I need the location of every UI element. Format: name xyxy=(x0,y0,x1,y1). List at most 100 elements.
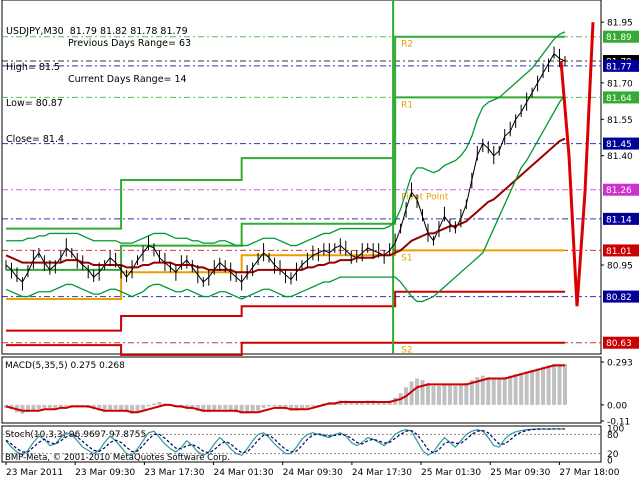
macd-bar-52 xyxy=(288,404,293,411)
macd-bar-64 xyxy=(354,401,359,405)
x-tick-label-6: 25 Mar 01:30 xyxy=(421,468,481,478)
macd-bar-22 xyxy=(124,404,129,413)
macd-bar-7 xyxy=(42,404,47,408)
range-info: Previous Days Range= 63 Current Days Ran… xyxy=(68,14,191,98)
macd-bar-28 xyxy=(157,401,162,405)
price-label-8: 80.82 xyxy=(606,293,632,303)
macd-bar-68 xyxy=(376,401,381,405)
macd-bar-94 xyxy=(519,372,524,405)
macd-bar-37 xyxy=(206,404,211,413)
pivot-level-4 xyxy=(6,341,565,356)
macd-bar-85 xyxy=(469,380,474,405)
price-label-box-8 xyxy=(603,290,639,303)
macd-bar-95 xyxy=(524,371,529,405)
macd-bar-101 xyxy=(557,363,562,405)
macd-bar-75 xyxy=(415,378,420,405)
macd-bar-38 xyxy=(212,404,217,411)
macd-bar-50 xyxy=(278,404,283,408)
symbol-quote: USDJPY,M30 81.79 81.82 81.78 81.79 xyxy=(6,26,188,37)
bollinger-upper-line xyxy=(6,31,566,247)
y-tick-label-3: 81.55 xyxy=(607,116,633,126)
macd-bar-39 xyxy=(217,404,222,410)
pivot-level-0 xyxy=(6,35,565,230)
macd-bar-97 xyxy=(535,368,540,405)
macd-bar-76 xyxy=(420,380,425,405)
macd-bar-74 xyxy=(409,381,414,405)
x-tick-label-3: 24 Mar 01:30 xyxy=(214,468,274,478)
macd-bar-8 xyxy=(47,404,52,408)
pivot-level-3 xyxy=(6,290,565,332)
price-label-box-7 xyxy=(603,244,639,257)
macd-bar-80 xyxy=(442,384,447,405)
stoch-main-line xyxy=(5,428,565,456)
macd-bar-49 xyxy=(272,404,277,407)
price-label-6: 81.14 xyxy=(606,215,632,225)
pivot-label-1: R1 xyxy=(401,100,413,110)
macd-bar-81 xyxy=(447,384,452,405)
macd-bar-63 xyxy=(349,401,354,405)
price-label-box-9 xyxy=(603,336,639,349)
macd-bar-45 xyxy=(250,404,255,413)
stoch-title: Stoch(10,3,3) 96.9697 97.8755 xyxy=(5,430,146,440)
macd-bar-44 xyxy=(245,404,250,414)
price-label-0: 81.89 xyxy=(606,33,632,43)
macd-bar-33 xyxy=(184,404,189,408)
axes: 81.8981.7981.7781.6481.4581.2681.1481.01… xyxy=(5,19,639,478)
chart-info: USDJPY,M30 81.79 81.82 81.78 81.79 High=… xyxy=(6,2,188,158)
macd-bar-88 xyxy=(486,377,491,405)
macd-bar-40 xyxy=(223,404,228,410)
y-tick-label-4: 81.40 xyxy=(607,152,633,162)
x-tick-label-1: 23 Mar 09:30 xyxy=(75,468,135,478)
price-label-3: 81.64 xyxy=(606,94,632,104)
macd-bar-91 xyxy=(502,377,507,405)
pivot-label-4: S2 xyxy=(401,346,412,356)
price-label-box-3 xyxy=(603,91,639,104)
macd-bar-99 xyxy=(546,365,551,405)
forecast-arrow xyxy=(559,22,595,307)
macd-bar-36 xyxy=(201,404,206,413)
macd-bar-26 xyxy=(146,404,151,407)
macd-bar-102 xyxy=(563,363,567,405)
main-price-panel[interactable]: R2 R1 Pivot Point S1 S2 xyxy=(1,0,602,356)
macd-bar-96 xyxy=(530,369,535,405)
macd-bar-27 xyxy=(151,403,156,405)
pivot-label-3: S1 xyxy=(401,253,412,263)
main-frame xyxy=(1,0,602,355)
macd-bar-65 xyxy=(360,401,365,405)
x-tick-label-2: 23 Mar 17:30 xyxy=(144,468,204,478)
macd-bar-56 xyxy=(310,404,315,407)
stochastic-panel[interactable]: Stoch(10,3,3) 96.9697 97.8755 BMP-Meta, ©… xyxy=(1,425,602,463)
price-label-box-5 xyxy=(603,183,639,196)
macd-bar-43 xyxy=(239,404,244,414)
stoch-y-label-1: 80 xyxy=(607,431,619,441)
price-label-2: 81.77 xyxy=(606,62,632,72)
macd-y-label-1: 0.00 xyxy=(607,401,627,411)
price-label-9: 80.63 xyxy=(606,339,632,349)
macd-bar-87 xyxy=(480,375,485,405)
x-tick-label-4: 24 Mar 09:30 xyxy=(283,468,343,478)
macd-bar-24 xyxy=(135,404,140,413)
stoch-frame xyxy=(1,425,602,463)
close-value: Close= 81.4 xyxy=(6,134,65,145)
macd-bar-90 xyxy=(497,378,502,405)
macd-bar-25 xyxy=(141,404,146,410)
macd-y-label-2: -0.11 xyxy=(607,418,630,428)
macd-title: MACD(5,35,5) 0.275 0.268 xyxy=(5,361,125,371)
macd-bar-42 xyxy=(234,404,239,413)
macd-bar-47 xyxy=(261,404,266,408)
previous-days-range: Previous Days Range= 63 xyxy=(68,38,192,49)
macd-bar-18 xyxy=(102,404,107,413)
macd-bar-10 xyxy=(58,404,63,408)
y-tick-label-0: 81.95 xyxy=(607,19,633,29)
macd-panel[interactable]: MACD(5,35,5) 0.275 0.268 xyxy=(1,356,602,424)
macd-bar-48 xyxy=(267,404,272,407)
pivot-label-0: R2 xyxy=(401,40,413,50)
y-tick-label-2: 81.70 xyxy=(607,79,633,89)
macd-bar-4 xyxy=(25,404,30,413)
macd-bar-6 xyxy=(36,404,41,410)
bollinger-lower-line xyxy=(5,94,566,303)
macd-bar-11 xyxy=(64,404,69,407)
macd-bar-84 xyxy=(464,382,469,405)
price-label-4: 81.45 xyxy=(606,140,632,150)
